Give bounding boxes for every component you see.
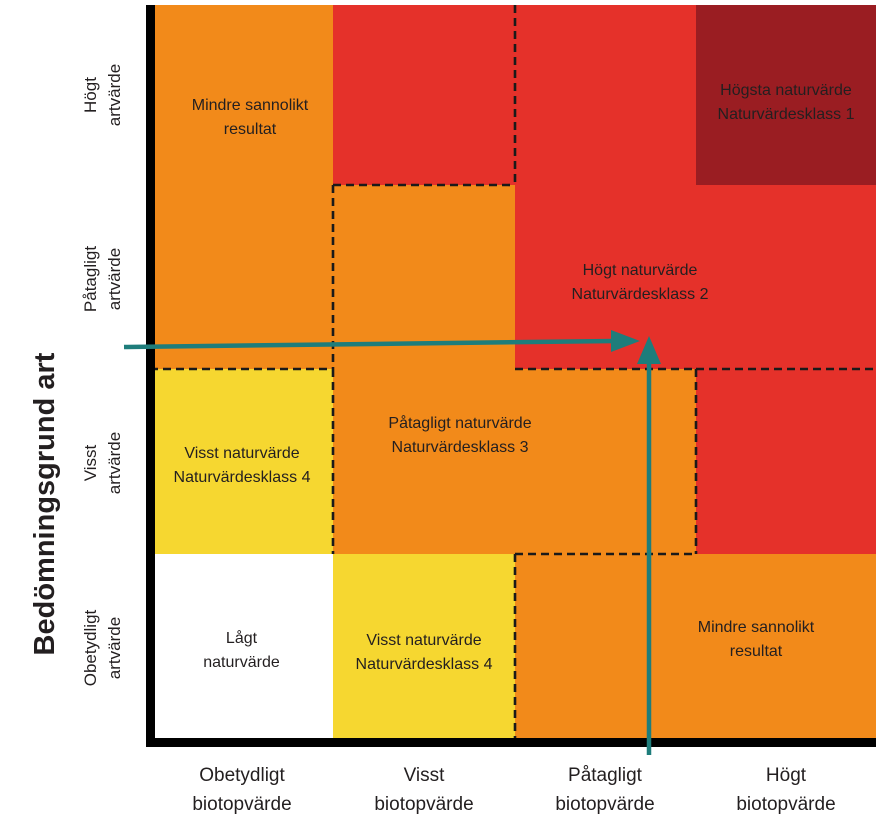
col-label-line: biotopvärde — [555, 794, 655, 815]
cell-white-bottom-left — [150, 554, 333, 740]
col-label-line: Högt — [765, 765, 807, 786]
vertical-arrow-head — [637, 336, 661, 364]
cell-darkred-top-right — [696, 5, 876, 185]
horizontal-arrow-head — [611, 330, 640, 352]
col-label-line: Påtagligt — [568, 765, 642, 786]
row-label-line: Högt — [81, 77, 100, 113]
col-label-line: biotopvärde — [374, 794, 474, 815]
cell-orange-bottom-right — [515, 554, 876, 740]
col-label-line: biotopvärde — [736, 794, 836, 815]
row-label-obetydligt: Obetydligt artvärde — [75, 563, 131, 733]
row-label-line: artvärde — [105, 247, 124, 311]
cell-orange-center — [333, 369, 696, 554]
row-label-line: artvärde — [105, 616, 124, 680]
cell-yellow-left — [150, 369, 333, 554]
cell-red-middle — [515, 185, 876, 369]
row-label-patagligt: Påtagligt artvärde — [75, 194, 131, 364]
arrows — [123, 330, 661, 755]
col-label-line: Visst — [403, 765, 445, 786]
col-label-obetydligt: Obetydligt biotopvärde — [152, 761, 332, 819]
cell-orange-top-left — [150, 5, 333, 369]
row-label-line: Påtagligt — [81, 245, 100, 313]
col-label-line: biotopvärde — [192, 794, 292, 815]
horizontal-arrow-line — [123, 338, 616, 350]
x-axis-line — [146, 738, 876, 747]
col-label-patagligt: Påtagligt biotopvärde — [515, 761, 695, 819]
row-label-line: Visst — [81, 444, 100, 482]
row-label-line: artvärde — [105, 431, 124, 495]
col-label-hogt: Högt biotopvärde — [696, 761, 876, 819]
row-label-visst: Visst artvärde — [75, 378, 131, 548]
row-label-line: artvärde — [105, 63, 124, 127]
cell-orange-middle — [333, 185, 515, 369]
cell-yellow-bottom — [333, 554, 515, 740]
row-label-hogt: Högt artvärde — [75, 10, 131, 180]
y-axis-title: Bedömningsgrund art — [29, 352, 61, 656]
y-axis-line — [146, 5, 155, 747]
col-label-line: Obetydligt — [199, 765, 285, 786]
row-label-line: Obetydligt — [81, 609, 100, 687]
col-label-visst: Visst biotopvärde — [334, 761, 514, 819]
cell-red-right — [696, 369, 876, 554]
zone-boundaries — [150, 5, 876, 740]
